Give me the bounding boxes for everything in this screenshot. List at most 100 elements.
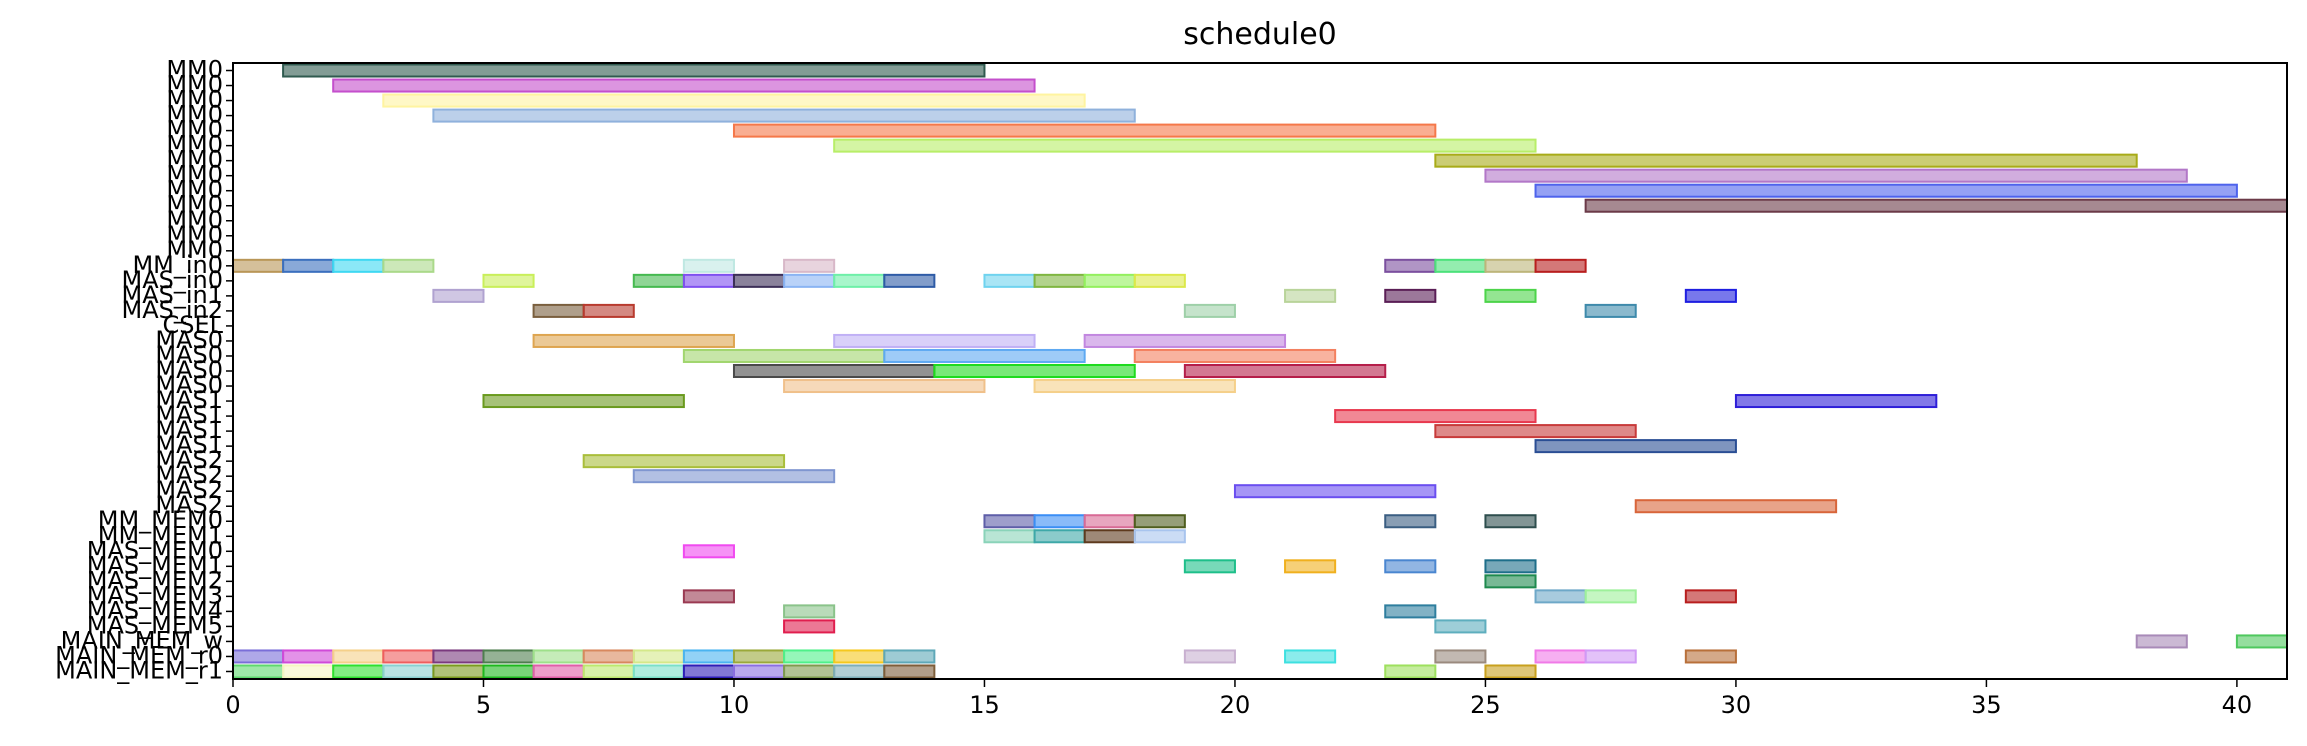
- y-tick-label: MM0: [166, 86, 223, 114]
- task-bar: [1334, 409, 1537, 424]
- task-bar: [1434, 619, 1487, 634]
- task-bar: [1434, 258, 1487, 273]
- task-bar: [1384, 258, 1437, 273]
- task-bar: [1584, 198, 2288, 213]
- task-bar: [1634, 499, 1838, 514]
- task-bar: [1484, 258, 1537, 273]
- task-bar: [332, 258, 385, 273]
- task-bar: [582, 454, 786, 469]
- task-bar: [1233, 484, 1437, 499]
- task-bar: [282, 649, 335, 664]
- task-bar: [1384, 514, 1437, 529]
- task-bar: [1684, 649, 1737, 664]
- y-tick-label: MM0: [166, 71, 223, 99]
- task-bar: [1534, 258, 1587, 273]
- y-tick-label: MAS0: [155, 356, 223, 384]
- y-tick-label: MAS2: [155, 446, 223, 474]
- task-bar: [833, 649, 886, 664]
- task-bar: [1434, 649, 1487, 664]
- task-bar: [732, 649, 786, 664]
- task-bar: [1534, 439, 1737, 454]
- task-bar: [783, 664, 836, 679]
- y-tick-label: MAS0: [155, 326, 223, 354]
- task-bar: [1133, 514, 1186, 529]
- y-tick-label: MAIN_MEM_w: [61, 626, 223, 654]
- task-bar: [1284, 288, 1337, 303]
- y-tick-label: MM0: [166, 236, 223, 264]
- x-axis: 0 5 10 15 20 25 30 35 40: [225, 679, 2252, 719]
- task-bar: [1584, 303, 1637, 318]
- task-bar: [1083, 529, 1136, 544]
- x-tick-label: 5: [476, 691, 491, 719]
- task-bar: [332, 649, 385, 664]
- task-bar: [783, 258, 836, 273]
- task-bar: [432, 649, 485, 664]
- y-tick-label: MM_MEM0: [98, 506, 223, 534]
- y-tick-label: MAS2: [155, 461, 223, 489]
- task-bar: [682, 273, 735, 288]
- task-bar: [1534, 589, 1587, 604]
- task-bar: [1183, 559, 1236, 574]
- task-bar: [332, 664, 385, 679]
- task-bar: [632, 649, 685, 664]
- task-bar: [632, 664, 685, 679]
- task-bar: [682, 649, 735, 664]
- task-bar: [833, 333, 1036, 348]
- task-bar: [1133, 348, 1337, 363]
- task-bar: [1183, 363, 1387, 379]
- task-bar: [232, 649, 285, 664]
- task-bar: [1484, 168, 2188, 183]
- task-bar: [1083, 273, 1136, 288]
- y-tick-label: MAS_MEM0: [87, 536, 223, 564]
- task-bar: [282, 664, 335, 679]
- task-bar: [1033, 273, 1086, 288]
- x-tick-label: 20: [1220, 691, 1251, 719]
- task-bar: [682, 258, 735, 273]
- y-tick-label: MM0: [166, 191, 223, 219]
- y-tick-label: MAIN_MEM_r0: [55, 641, 223, 669]
- task-bar: [783, 379, 986, 394]
- y-tick-label: MAS1: [155, 386, 223, 414]
- task-bar: [732, 123, 1437, 138]
- task-bar: [532, 649, 585, 664]
- task-bars: [232, 63, 2288, 679]
- y-tick-label: MAS_MEM3: [87, 581, 223, 609]
- y-tick-label: MM0: [166, 146, 223, 174]
- task-bar: [1684, 589, 1737, 604]
- task-bar: [382, 649, 435, 664]
- y-tick-label: MAS2: [155, 476, 223, 504]
- task-bar: [1033, 514, 1086, 529]
- task-bar: [1584, 589, 1637, 604]
- task-bar: [1083, 333, 1287, 348]
- y-tick-label: MAS1: [155, 401, 223, 429]
- task-bar: [732, 363, 936, 379]
- task-bar: [1484, 559, 1537, 574]
- y-tick-label: MAS_MEM2: [87, 566, 223, 594]
- y-tick-label: MM0: [166, 161, 223, 189]
- task-bar: [983, 529, 1036, 544]
- task-bar: [682, 589, 735, 604]
- task-bar: [532, 303, 585, 318]
- task-bar: [682, 348, 886, 363]
- task-bar: [482, 273, 535, 288]
- task-bar: [1384, 664, 1437, 679]
- y-tick-label: MAIN_MEM_r1: [55, 656, 223, 684]
- task-bar: [883, 649, 936, 664]
- task-bar: [682, 664, 735, 679]
- task-bar: [382, 664, 435, 679]
- task-bar: [1083, 514, 1136, 529]
- y-tick-label: MAS_in0: [121, 266, 223, 294]
- task-bar: [582, 664, 635, 679]
- task-bar: [1434, 153, 2138, 168]
- task-bar: [2135, 634, 2188, 649]
- x-tick-label: 15: [969, 691, 1000, 719]
- task-bar: [1534, 649, 1587, 664]
- task-bar: [482, 649, 535, 664]
- y-tick-label: MAS_MEM4: [87, 596, 223, 624]
- task-bar: [482, 394, 685, 409]
- y-tick-label: MAS0: [155, 371, 223, 399]
- task-bar: [432, 288, 485, 303]
- task-bar: [983, 273, 1036, 288]
- task-bar: [332, 78, 1036, 93]
